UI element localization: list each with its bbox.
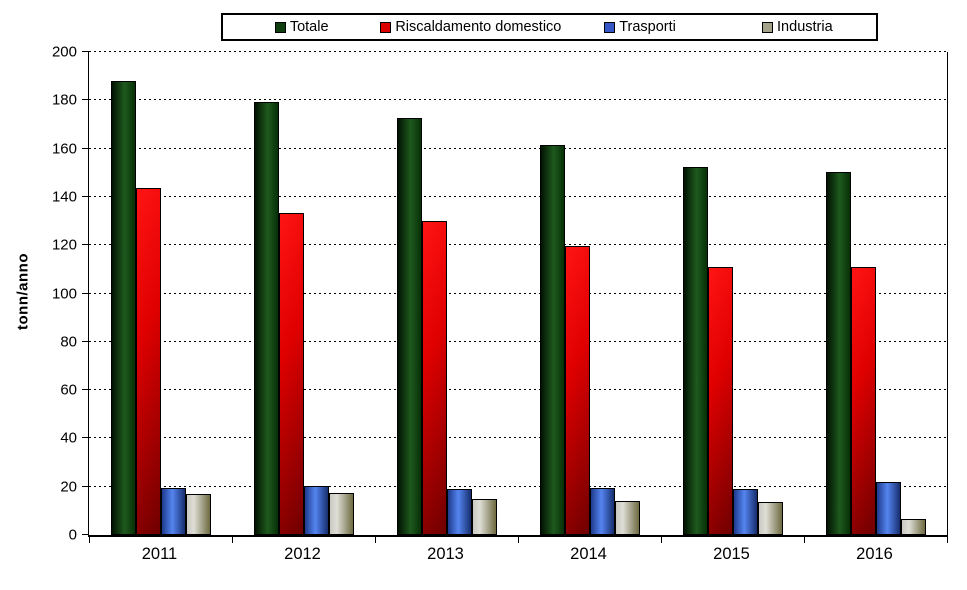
x-tick (374, 537, 376, 543)
legend-swatch-icon (274, 21, 286, 33)
x-category-label: 2015 (713, 545, 750, 563)
x-tick (947, 537, 948, 543)
legend-swatch-icon (380, 21, 392, 33)
legend-item-0: Totale (223, 19, 380, 35)
bar-group-2016 (804, 52, 947, 535)
y-tick (82, 534, 89, 535)
legend-label: Trasporti (619, 19, 676, 35)
bar-totale-2016 (825, 171, 851, 535)
gridline (89, 195, 947, 197)
x-category-label: 2014 (570, 545, 607, 563)
y-tick-label: 180 (51, 91, 77, 109)
gridline (89, 485, 947, 487)
legend-item-3: Industria (719, 19, 876, 35)
legend-item-2: Trasporti (561, 19, 718, 35)
bar-riscaldamento-domestico-2013 (421, 221, 447, 535)
bar-trasporti-2011 (160, 487, 186, 535)
y-tick-label: 200 (51, 43, 77, 61)
y-tick-label: 100 (51, 285, 77, 302)
y-tick-label: 80 (60, 333, 77, 351)
x-category-label: 2012 (284, 545, 321, 563)
y-tick (82, 195, 89, 197)
bar-group-2011 (89, 52, 232, 535)
bar-totale-2014 (539, 144, 565, 535)
bar-totale-2013 (396, 118, 422, 535)
gridline (89, 389, 947, 391)
legend: Totale Riscaldamento domestico Trasporti In… (221, 13, 878, 41)
x-tick (518, 537, 519, 543)
y-tick-label: 120 (51, 236, 77, 254)
y-tick-label: 40 (60, 429, 77, 447)
legend-label: Riscaldamento domestico (395, 19, 562, 35)
y-tick (82, 340, 89, 342)
bar-riscaldamento-domestico-2011 (135, 188, 161, 535)
bar-industria-2014 (614, 501, 640, 535)
y-axis-title: tonn/anno (14, 253, 32, 330)
gridline (89, 51, 947, 52)
bar-totale-2015 (682, 166, 708, 535)
x-tick (660, 537, 662, 543)
y-tick-label: 20 (60, 478, 77, 496)
plot-area: 0 20 40 60 80 100 120 140 160 180 200 (52, 45, 948, 543)
x-category-label: 2016 (856, 545, 893, 563)
y-tick (82, 51, 89, 52)
bar-riscaldamento-domestico-2015 (707, 266, 733, 535)
y-tick (82, 99, 89, 101)
gridline (89, 340, 947, 342)
bar-industria-2011 (185, 493, 211, 535)
legend-item-1: Riscaldamento domestico (380, 19, 561, 35)
bar-totale-2011 (110, 80, 136, 535)
gridline (89, 147, 947, 149)
bar-group-2014 (518, 52, 661, 535)
bar-trasporti-2014 (589, 487, 615, 535)
bar-trasporti-2016 (875, 481, 901, 535)
y-tick-label: 160 (51, 140, 77, 158)
bar-riscaldamento-domestico-2014 (564, 246, 590, 535)
legend-label: Totale (289, 19, 329, 35)
gridline (89, 99, 947, 101)
x-axis-labels: 2011 2012 2013 2014 2015 2016 (88, 545, 946, 564)
y-tick (82, 485, 89, 487)
y-tick (82, 147, 89, 149)
bar-riscaldamento-domestico-2012 (278, 212, 304, 535)
bar-group-2015 (661, 52, 804, 535)
x-category-label: 2013 (427, 545, 464, 563)
legend-swatch-icon (604, 21, 616, 33)
bar-group-2012 (232, 52, 375, 535)
bar-industria-2013 (471, 498, 497, 535)
gridline (89, 292, 947, 294)
legend-swatch-icon (762, 21, 774, 33)
bar-trasporti-2012 (303, 485, 329, 535)
gridline (89, 437, 947, 439)
x-category-label: 2011 (141, 545, 178, 563)
x-tick (231, 537, 233, 543)
gridline (89, 244, 947, 246)
y-tick-label: 0 (68, 526, 77, 544)
legend-label: Industria (777, 19, 833, 35)
bar-trasporti-2013 (446, 489, 472, 535)
y-tick (82, 292, 89, 294)
y-tick (82, 389, 89, 391)
bar-trasporti-2015 (732, 489, 758, 535)
y-tick (82, 244, 89, 246)
bar-industria-2015 (757, 502, 783, 535)
bar-group-2013 (375, 52, 518, 535)
bar-totale-2012 (253, 101, 279, 535)
bar-riscaldamento-domestico-2016 (850, 266, 876, 535)
x-tick (89, 537, 90, 543)
x-tick (804, 537, 805, 543)
bar-industria-2016 (900, 519, 926, 535)
bar-industria-2012 (328, 492, 354, 535)
y-tick-label: 140 (51, 188, 77, 206)
y-tick (82, 437, 89, 439)
y-tick-label: 60 (60, 381, 77, 399)
bars-layer (89, 52, 947, 535)
